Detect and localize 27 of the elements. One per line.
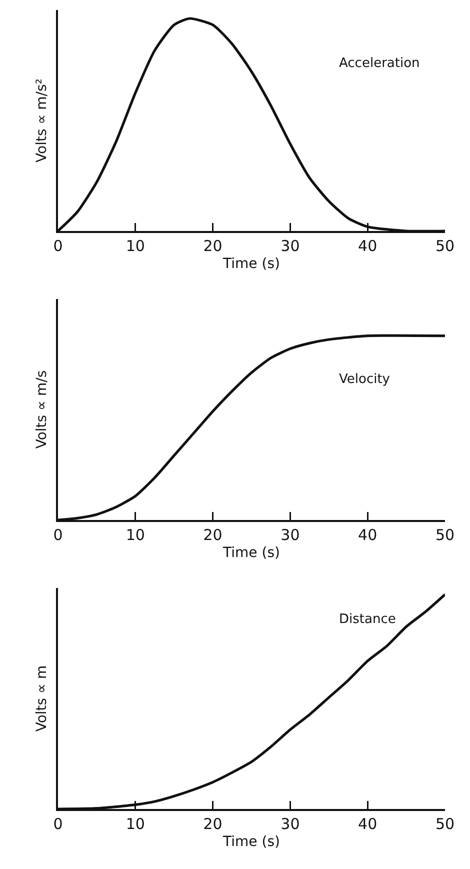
y-axis-title: Volts ∝ m/s² bbox=[34, 78, 50, 162]
x-axis-title: Time (s) bbox=[222, 256, 280, 272]
x-tick-label: 0 bbox=[53, 815, 63, 833]
x-tick-label: 20 bbox=[203, 815, 222, 833]
series-label: Distance bbox=[339, 612, 396, 627]
x-tick-label: 10 bbox=[126, 526, 145, 544]
x-tick-label: 10 bbox=[126, 237, 145, 255]
x-tick-label: 50 bbox=[435, 526, 455, 544]
y-axis-title: Volts ∝ m bbox=[34, 665, 50, 732]
x-tick-label: 40 bbox=[358, 815, 378, 833]
x-tick-label: 20 bbox=[203, 526, 222, 544]
x-tick-label: 0 bbox=[53, 237, 63, 255]
x-tick-label: 20 bbox=[203, 237, 222, 255]
x-tick-label: 30 bbox=[280, 815, 300, 833]
x-axis-title: Time (s) bbox=[222, 834, 280, 850]
x-tick-label: 30 bbox=[280, 237, 300, 255]
x-tick-label: 40 bbox=[358, 237, 378, 255]
y-axis-title: Volts ∝ m/s bbox=[34, 370, 50, 449]
x-tick-label: 40 bbox=[358, 526, 378, 544]
x-tick-label: 30 bbox=[280, 526, 300, 544]
text: Velocity bbox=[339, 372, 390, 387]
text: Acceleration bbox=[339, 56, 420, 71]
x-tick-label: 10 bbox=[126, 815, 145, 833]
x-tick-label: 50 bbox=[435, 815, 455, 833]
x-axis-title: Time (s) bbox=[222, 544, 280, 561]
x-tick-label: 50 bbox=[435, 237, 455, 255]
x-tick-label: 0 bbox=[53, 526, 63, 544]
